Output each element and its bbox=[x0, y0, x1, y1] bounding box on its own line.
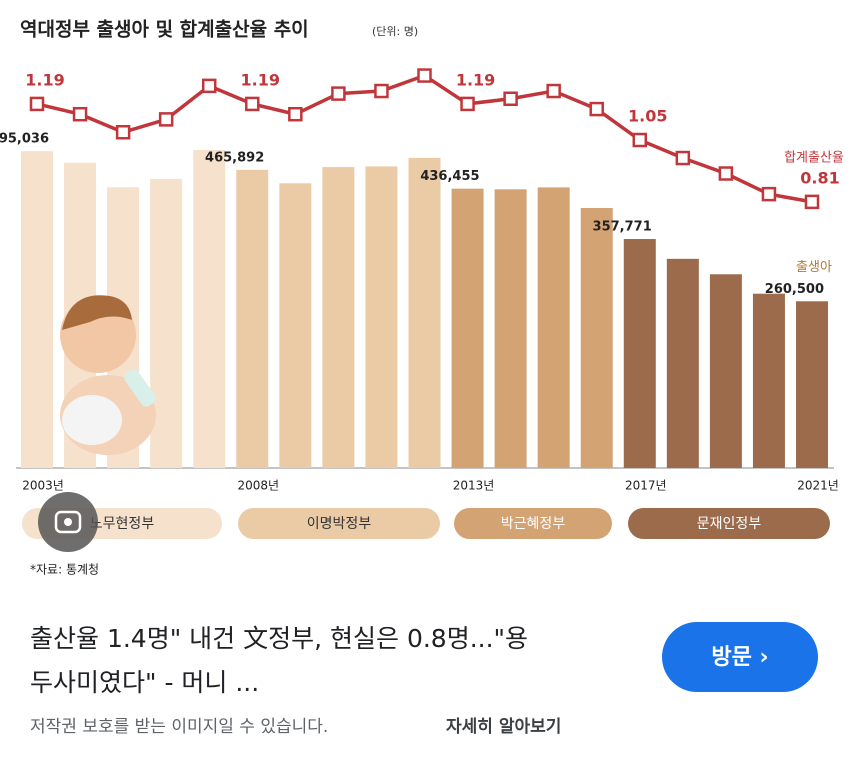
bar bbox=[494, 189, 527, 468]
tfr-marker bbox=[201, 78, 217, 94]
x-tick-label: 2003년 bbox=[22, 479, 64, 493]
tfr-marker bbox=[29, 96, 45, 112]
bar-value-label: 465,892 bbox=[205, 150, 264, 165]
tfr-marker bbox=[503, 91, 518, 107]
copyright-notice: 저작권 보호를 받는 이미지일 수 있습니다. bbox=[30, 717, 328, 737]
tfr-marker bbox=[72, 106, 88, 122]
tfr-marker bbox=[331, 86, 346, 101]
legend-label: 출생아 bbox=[796, 260, 832, 275]
bar bbox=[365, 166, 398, 469]
bar bbox=[193, 150, 226, 468]
visit-button-bg[interactable] bbox=[662, 622, 818, 692]
bar bbox=[580, 208, 613, 468]
tfr-marker bbox=[245, 96, 260, 112]
bar bbox=[623, 239, 656, 468]
bar bbox=[279, 183, 312, 469]
bar-value-label: 357,771 bbox=[593, 220, 652, 235]
bar bbox=[236, 169, 269, 469]
government-label: 노무현정부 bbox=[90, 516, 155, 532]
tfr-value-label: 1.19 bbox=[456, 70, 495, 89]
x-tick-label: 2017년 bbox=[625, 479, 667, 493]
tfr-marker bbox=[632, 132, 648, 148]
chart-title: 역대정부 출생아 및 합계출산율 추이 bbox=[20, 19, 309, 41]
tfr-marker bbox=[804, 194, 820, 210]
baby-illustration bbox=[60, 295, 156, 455]
x-tick-label: 2021년 bbox=[797, 479, 839, 493]
bar bbox=[796, 301, 828, 468]
tfr-value-label: 1.19 bbox=[25, 70, 64, 89]
bar bbox=[21, 151, 53, 469]
tfr-value-label: 0.81 bbox=[800, 168, 839, 187]
government-band bbox=[628, 508, 830, 539]
government-label: 이명박정부 bbox=[307, 516, 372, 532]
bar bbox=[322, 167, 355, 468]
government-band bbox=[238, 508, 440, 539]
tfr-marker bbox=[115, 125, 131, 140]
tfr-value-label: 1.19 bbox=[241, 70, 280, 89]
bar bbox=[408, 157, 441, 468]
visit-button[interactable]: 방문 › bbox=[711, 645, 768, 670]
bar bbox=[451, 188, 484, 468]
tfr-marker bbox=[158, 112, 174, 127]
bar bbox=[752, 293, 785, 468]
government-label: 박근혜정부 bbox=[501, 516, 566, 532]
x-tick-label: 2008년 bbox=[237, 479, 279, 493]
government-band bbox=[454, 508, 612, 539]
tfr-marker bbox=[546, 83, 561, 99]
bar bbox=[666, 258, 699, 468]
bar-value-label: 260,500 bbox=[765, 282, 824, 297]
tfr-marker bbox=[460, 96, 475, 112]
tfr-marker bbox=[288, 106, 303, 122]
tfr-marker bbox=[675, 150, 691, 166]
bar bbox=[150, 178, 183, 468]
source-note: *자료: 통계청 bbox=[30, 563, 99, 577]
tfr-marker bbox=[589, 101, 604, 117]
x-tick-label: 2013년 bbox=[453, 479, 495, 493]
tfr-value-label: 1.05 bbox=[628, 107, 667, 126]
bar bbox=[709, 274, 742, 468]
tfr-marker bbox=[718, 166, 734, 181]
tfr-marker bbox=[761, 186, 777, 202]
caption: 출산율 1.4명" 내건 文정부, 현실은 0.8명..."용 두사미였다" -… bbox=[30, 622, 818, 737]
chart-subtitle: (단위: 명) bbox=[372, 25, 418, 38]
bar-value-label: 436,455 bbox=[420, 169, 479, 184]
bar bbox=[537, 187, 570, 468]
tfr-marker bbox=[417, 68, 432, 83]
legend-label: 합계출산율 bbox=[784, 150, 844, 165]
government-label: 문재인정부 bbox=[697, 516, 762, 532]
caption-title[interactable]: 출산율 1.4명" 내건 文정부, 현실은 0.8명..."용 bbox=[30, 624, 528, 653]
bar-value-label: 495,036 bbox=[0, 132, 49, 147]
caption-title[interactable]: 두사미였다" - 머니 ... bbox=[30, 668, 259, 697]
tfr-marker bbox=[374, 83, 389, 99]
learn-more-link[interactable]: 자세히 알아보기 bbox=[446, 717, 561, 737]
lens-button[interactable] bbox=[38, 492, 98, 552]
